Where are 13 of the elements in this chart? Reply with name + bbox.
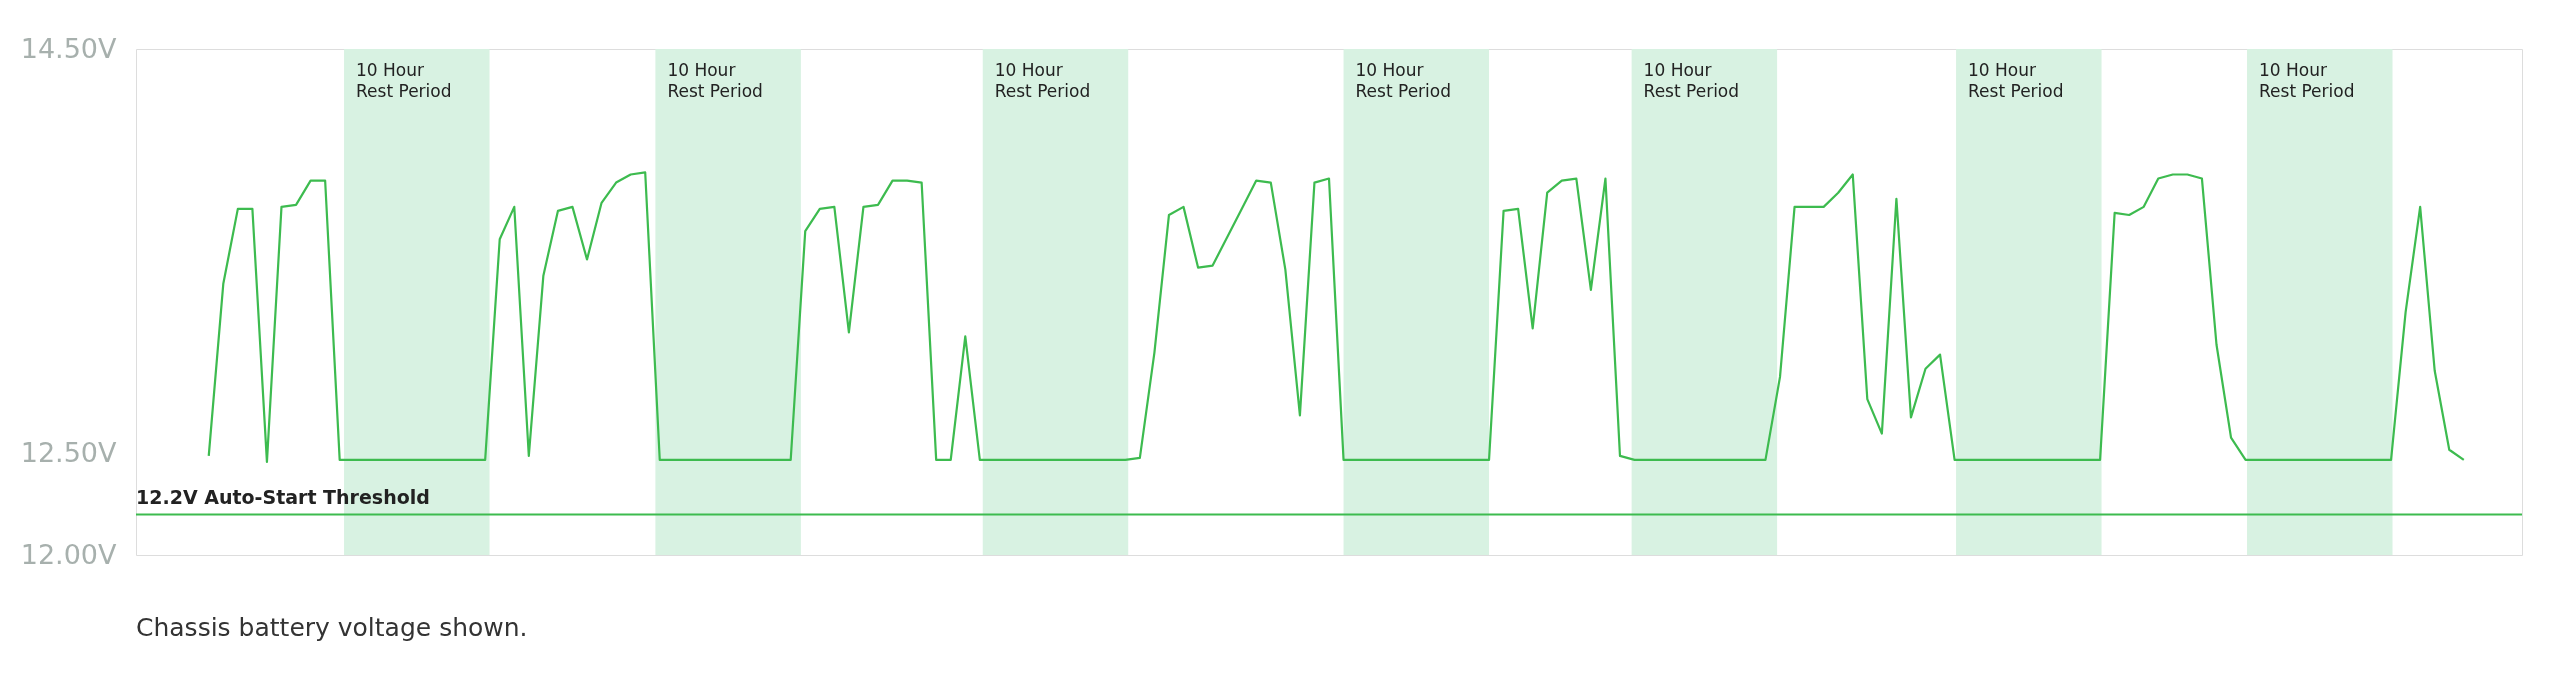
annotation: 10 Hour Rest Period	[356, 60, 452, 101]
y-tick-label: 14.50V	[20, 32, 118, 64]
y-tick-label: 12.00V	[20, 538, 118, 570]
annotation: 10 Hour Rest Period	[994, 60, 1091, 101]
ref-line-label: 12.2V Auto-Start Threshold	[136, 485, 430, 508]
text: Chassis battery voltage shown.	[136, 613, 528, 642]
annotation: 10 Hour Rest Period	[1355, 60, 1451, 101]
line-series	[207, 171, 2465, 463]
annotation: 10 Hour Rest Period	[2259, 60, 2355, 101]
annotation: 10 Hour Rest Period	[667, 60, 763, 101]
annotation: 10 Hour Rest Period	[1643, 60, 1740, 101]
y-tick-label: 12.50V	[20, 437, 118, 469]
annotation: 10 Hour Rest Period	[1968, 60, 2064, 101]
